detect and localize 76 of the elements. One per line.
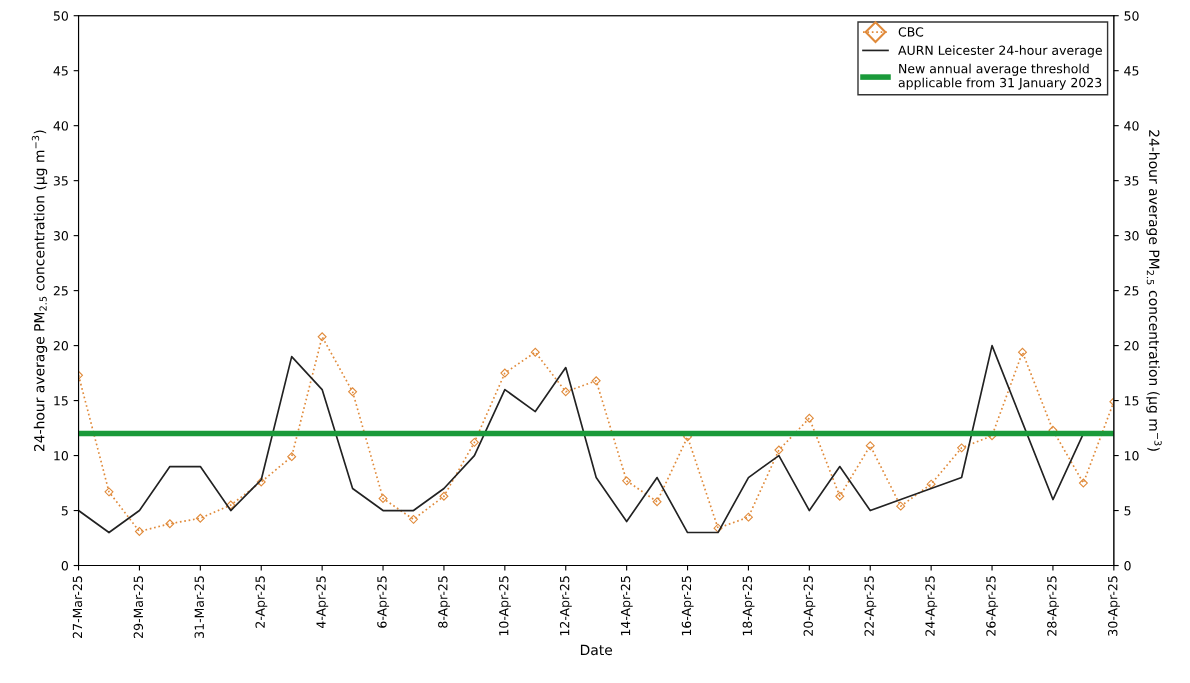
y2-tick-label: 35 <box>1124 176 1139 186</box>
y-tick-label: 10 <box>54 451 68 461</box>
point <box>1018 347 1027 357</box>
x-tick-label: 8-Apr-25 <box>438 576 450 628</box>
point <box>835 491 845 501</box>
y-tick-label: 0 <box>61 561 68 571</box>
point <box>317 332 327 342</box>
point <box>439 491 449 501</box>
y2-tick-label: 10 <box>1124 451 1139 461</box>
y2-tick-label: 15 <box>1124 396 1139 406</box>
x-tick-label: 18-Apr-25 <box>742 576 755 636</box>
point <box>134 526 144 536</box>
y-tick-label: 25 <box>53 286 68 296</box>
legend-label: New annual average threshold applicable from 31 January 2023 <box>898 63 1102 90</box>
y2-tick-label: 45 <box>1124 66 1139 76</box>
point <box>469 437 479 447</box>
y2-tick-label: 20 <box>1124 341 1139 351</box>
y-tick-label: 5 <box>61 506 68 516</box>
point <box>652 497 662 507</box>
y-tick-label: 20 <box>53 341 68 351</box>
point <box>865 441 875 451</box>
x-tick-label: 2-Apr-25 <box>255 576 268 628</box>
y-tick-label: 15 <box>54 396 68 406</box>
y2-tick-label: 30 <box>1124 231 1139 241</box>
x-tick-label: 30-Apr-25 <box>1108 576 1120 636</box>
y2-tick-label: 25 <box>1124 286 1139 296</box>
point <box>348 387 358 397</box>
point <box>104 487 114 497</box>
y-tick-label: 40 <box>53 121 68 131</box>
x-tick-label: 24-Apr-25 <box>925 576 938 636</box>
y-axis-title: 24-hour average PM$_{2.5}$ concentration (µg m$^{−3}$) <box>31 130 48 452</box>
point <box>774 445 784 455</box>
x-tick-label: 20-Apr-25 <box>803 576 816 636</box>
point <box>713 523 723 533</box>
y2-tick-label: 5 <box>1124 506 1131 516</box>
x-tick-label: 12-Apr-25 <box>559 576 572 636</box>
point <box>804 413 814 423</box>
x-tick-label: 31-Mar-25 <box>194 576 204 638</box>
y2-tick-label: 50 <box>1124 11 1139 21</box>
point <box>926 479 936 489</box>
point <box>530 347 540 357</box>
point <box>409 514 418 524</box>
x-axis-title: Date <box>580 644 613 656</box>
x-tick-label: 27-Mar-25 <box>72 576 83 638</box>
y-tick-label: 45 <box>53 66 68 76</box>
point <box>226 500 236 510</box>
point <box>561 387 571 397</box>
y-tick-label: 30 <box>53 231 68 241</box>
point <box>622 476 632 486</box>
point <box>165 519 175 529</box>
y2-axis-title: 24-hour average PM$_{2.5}$ concentration (µg m$^{−3}$) <box>1146 130 1162 451</box>
y2-tick-label: 40 <box>1124 121 1139 131</box>
point <box>743 512 753 522</box>
legend-label: CBC <box>898 27 924 37</box>
point <box>957 443 967 453</box>
y-tick-label: 50 <box>53 11 68 21</box>
point <box>256 477 266 487</box>
x-tick-label: 28-Apr-25 <box>1047 576 1059 636</box>
point <box>287 452 297 462</box>
point <box>896 501 906 511</box>
y-tick-label: 35 <box>53 176 68 186</box>
point <box>195 513 205 523</box>
x-tick-label: 14-Apr-25 <box>620 576 633 636</box>
x-tick-label: 10-Apr-25 <box>499 576 511 636</box>
y2-tick-label: 0 <box>1124 561 1131 571</box>
x-tick-label: 22-Apr-25 <box>864 576 877 636</box>
legend-label: AURN Leicester 24-hour average <box>898 45 1102 58</box>
point <box>1078 478 1088 488</box>
x-tick-label: 6-Apr-25 <box>377 576 390 628</box>
x-tick-label: 4-Apr-25 <box>316 576 329 629</box>
x-tick-label: 16-Apr-25 <box>681 576 694 636</box>
x-tick-label: 29-Mar-25 <box>133 576 144 638</box>
point <box>591 376 601 386</box>
point <box>378 493 388 503</box>
x-tick-label: 26-Apr-25 <box>986 576 999 636</box>
point <box>500 368 510 378</box>
